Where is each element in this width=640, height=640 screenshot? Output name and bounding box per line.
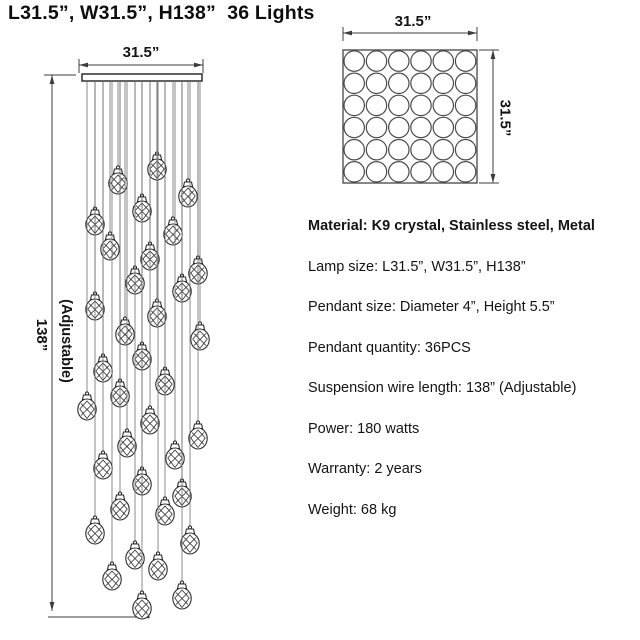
crystal-pendant xyxy=(132,81,152,620)
crystal-pendant xyxy=(102,81,122,591)
crystal-pendant xyxy=(100,81,120,261)
crystal-pendant xyxy=(85,81,105,545)
product-title: L31.5”, W31.5”, H138” 36 Lights xyxy=(8,2,315,24)
crystal-pendant xyxy=(155,81,175,526)
light-circle xyxy=(454,72,477,95)
light-circle xyxy=(410,50,432,72)
crystal-pendant xyxy=(108,81,128,195)
side-width-label: 31.5” xyxy=(123,44,160,61)
crystal-pendant xyxy=(190,81,210,351)
light-circle xyxy=(432,161,455,183)
light-circle xyxy=(387,116,410,139)
light-circle xyxy=(410,116,432,139)
light-circle xyxy=(365,50,388,72)
pendant-cluster xyxy=(77,81,210,620)
light-circle xyxy=(454,50,477,72)
crystal-pendant xyxy=(147,81,167,328)
light-circle xyxy=(365,72,388,95)
light-circle xyxy=(365,138,388,161)
top-view-width-dimension: 31.5” xyxy=(342,13,478,41)
spec-line-pendant-quantity: Pendant quantity: 36PCS xyxy=(308,339,471,356)
crystal-pendant xyxy=(165,81,185,470)
light-circle xyxy=(432,72,455,95)
top-view-height-label: 31.5” xyxy=(497,100,514,137)
top-view-height-dimension: 31.5” xyxy=(479,49,514,184)
crystal-pendant xyxy=(117,81,137,458)
light-circle xyxy=(343,50,365,72)
light-circle xyxy=(432,116,455,139)
light-circle xyxy=(387,161,410,183)
side-height-dimension: 138” (Adjustable) xyxy=(33,74,150,619)
crystal-pendant xyxy=(180,81,200,555)
crystal-pendant xyxy=(110,81,130,521)
spec-line-pendant-size: Pendant size: Diameter 4”, Height 5.5” xyxy=(308,299,555,315)
light-circle xyxy=(410,72,432,95)
crystal-pendant xyxy=(178,81,198,208)
light-circle xyxy=(432,94,455,117)
light-circle xyxy=(454,138,477,161)
top-view-diagram: 31.5” 31.5” xyxy=(342,13,514,184)
spec-line-warranty: Warranty: 2 years xyxy=(308,461,422,477)
light-circle xyxy=(410,94,432,117)
spec-line-weight: Weight: 68 kg xyxy=(308,501,397,518)
light-circle xyxy=(343,161,365,183)
spec-line-lamp-size: Lamp size: L31.5”, W31.5”, H138” xyxy=(308,258,526,275)
light-circle xyxy=(454,161,477,183)
crystal-pendant xyxy=(115,81,135,346)
light-circle xyxy=(365,116,388,139)
crystal-pendant xyxy=(93,81,113,480)
light-circle xyxy=(343,116,365,139)
crystal-pendant xyxy=(77,81,97,421)
light-circle xyxy=(432,138,455,161)
light-circle xyxy=(343,72,365,95)
side-view-diagram: 31.5” 138” (Adjustable) xyxy=(33,44,210,620)
light-circle xyxy=(387,138,410,161)
light-circle xyxy=(365,94,388,117)
light-circle xyxy=(410,161,432,183)
crystal-pendant xyxy=(188,81,208,450)
light-circle xyxy=(343,138,365,161)
lights-grid xyxy=(343,50,477,183)
side-height-adjustable-note: (Adjustable) xyxy=(58,299,74,383)
spec-list: Material: K9 crystal, Stainless steel, M… xyxy=(308,219,595,543)
spec-line-suspension-length: Suspension wire length: 138” (Adjustable… xyxy=(308,380,577,396)
canopy-outline xyxy=(342,49,478,184)
crystal-pendant xyxy=(148,81,168,581)
light-circle xyxy=(454,94,477,117)
ceiling-plate xyxy=(81,73,203,82)
side-width-dimension: 31.5” xyxy=(78,44,204,73)
crystal-pendant xyxy=(172,81,192,610)
light-circle xyxy=(365,161,388,183)
light-circle xyxy=(387,94,410,117)
light-circle xyxy=(410,138,432,161)
top-view-width-label: 31.5” xyxy=(395,13,432,30)
light-circle xyxy=(387,72,410,95)
light-circle xyxy=(387,50,410,72)
spec-line-power: Power: 180 watts xyxy=(308,420,420,437)
light-circle xyxy=(454,116,477,139)
light-circle xyxy=(432,50,455,72)
crystal-pendant xyxy=(125,81,145,570)
light-circle xyxy=(343,94,365,117)
spec-line-material: Material: K9 crystal, Stainless steel, M… xyxy=(308,218,595,234)
crystal-pendant xyxy=(140,81,160,435)
crystal-pendant xyxy=(163,81,183,246)
side-height-label: 138” xyxy=(33,319,50,352)
